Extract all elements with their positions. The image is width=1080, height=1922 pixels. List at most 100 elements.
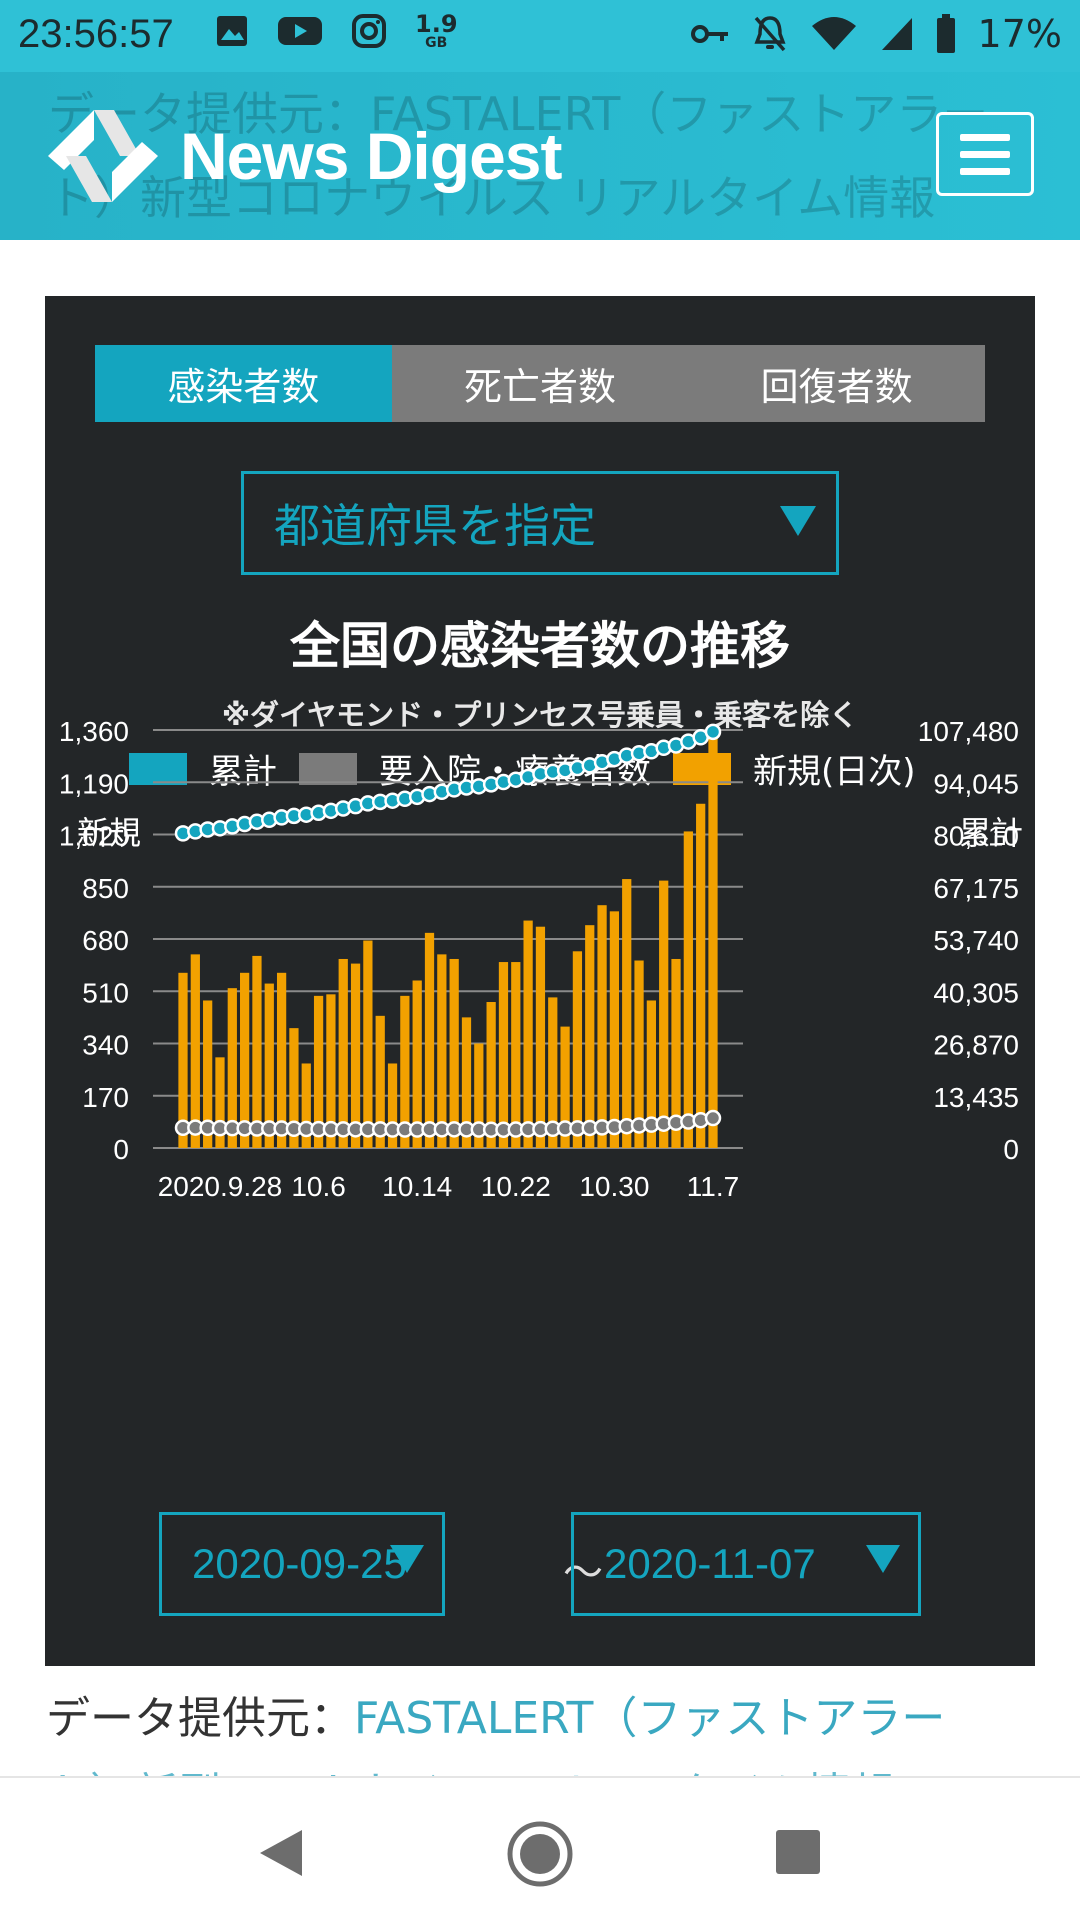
back-icon[interactable] <box>258 1828 304 1878</box>
status-time: 23:56:57 <box>18 12 174 56</box>
x-tick-label: 11.7 <box>687 1171 739 1202</box>
tab-deaths[interactable]: 死亡者数 <box>391 345 689 422</box>
bar-new-daily <box>634 960 644 1148</box>
x-tick-label: 10.30 <box>579 1171 649 1202</box>
bar-new-daily <box>683 831 693 1148</box>
status-notification-icons: 1.9 GB <box>215 12 458 50</box>
hamburger-menu-button[interactable] <box>936 112 1034 196</box>
point-cumulative <box>704 723 722 741</box>
x-tick-label: 2020.9.28 <box>158 1171 283 1202</box>
left-tick-label: 0 <box>113 1134 129 1165</box>
bar-new-daily <box>461 1017 472 1148</box>
bar-new-daily <box>252 955 262 1148</box>
bar-new-daily <box>264 983 274 1148</box>
bar-new-daily <box>387 1063 398 1148</box>
legend-item-cumulative: 累計 <box>129 744 277 793</box>
chart-title: 全国の感染者数の推移 <box>290 617 790 675</box>
bar-new-daily <box>338 958 348 1148</box>
bar-new-daily <box>449 958 459 1148</box>
bar-new-daily <box>178 972 188 1148</box>
battery-percent: 17% <box>977 12 1062 56</box>
bar-new-daily <box>203 1000 213 1148</box>
right-tick-label: 107,480 <box>918 716 1019 747</box>
bar-new-daily <box>350 963 361 1148</box>
wifi-icon <box>811 17 856 50</box>
bar-new-daily <box>412 980 422 1148</box>
bar-new-daily <box>474 1043 484 1148</box>
signal-icon <box>881 18 912 50</box>
bar-new-daily <box>646 1000 656 1148</box>
home-icon[interactable] <box>506 1820 574 1888</box>
brand-name: News Digest <box>180 119 562 193</box>
start-date-select[interactable]: 2020-09-25 <box>159 1512 445 1616</box>
start-date-value: 2020-09-25 <box>192 1540 407 1587</box>
bar-new-daily <box>326 994 336 1148</box>
left-tick-label: 340 <box>82 1030 129 1061</box>
data-source-line: データ提供元：FASTALERT（ファストアラー <box>46 1682 945 1746</box>
end-date-select[interactable]: 2020-11-07 <box>571 1512 921 1616</box>
right-tick-label: 53,740 <box>933 925 1019 956</box>
recent-apps-icon[interactable] <box>776 1830 820 1874</box>
menu-line-icon <box>960 167 1010 175</box>
legend-swatch-hospitalized <box>299 752 357 785</box>
dropdown-arrow-icon <box>866 1545 900 1573</box>
x-tick-label: 10.22 <box>481 1171 551 1202</box>
date-range-separator: ～ <box>563 1550 603 1596</box>
dropdown-arrow-icon <box>780 506 816 536</box>
bar-new-daily <box>240 972 250 1148</box>
bar-new-daily <box>585 925 595 1148</box>
chart-legend: 累計 要入院・療養者数 新規(日次) <box>129 744 938 793</box>
bar-new-daily <box>276 972 287 1148</box>
data-usage-indicator: 1.9 GB <box>415 12 458 50</box>
x-tick-label: 10.14 <box>382 1171 452 1202</box>
bar-new-daily <box>363 940 373 1148</box>
legend-swatch-cumulative <box>129 752 187 785</box>
right-tick-label: 0 <box>1003 1134 1019 1165</box>
bell-off-icon <box>754 16 786 52</box>
covid-chart-panel: 感染者数 死亡者数 回復者数 都道府県を指定 全国の感染者数の推移 ※ダイヤモン… <box>45 296 1035 1666</box>
right-tick-label: 40,305 <box>933 977 1019 1008</box>
data-usage-unit: GB <box>425 35 448 51</box>
prefecture-select-label: 都道府県を指定 <box>274 499 596 553</box>
bar-new-daily <box>289 1028 299 1148</box>
bar-new-daily <box>313 995 324 1148</box>
status-system-icons: 17% <box>690 12 1062 56</box>
left-tick-label: 510 <box>82 977 129 1008</box>
dropdown-arrow-icon <box>390 1545 424 1573</box>
menu-line-icon <box>960 133 1010 141</box>
bar-new-daily <box>535 926 546 1148</box>
bar-new-daily <box>560 1026 570 1148</box>
news-digest-logo-icon <box>48 110 158 202</box>
key-icon <box>690 25 728 43</box>
android-navigation-bar <box>0 1776 1080 1922</box>
youtube-icon <box>278 17 322 45</box>
left-tick-label: 1,020 <box>59 821 129 852</box>
bar-new-daily <box>498 962 509 1148</box>
bar-new-daily <box>511 962 521 1148</box>
left-tick-label: 170 <box>82 1082 129 1113</box>
bar-new-daily <box>572 951 583 1148</box>
bar-new-daily <box>659 880 669 1148</box>
bar-new-daily <box>523 920 533 1148</box>
prefecture-select[interactable]: 都道府県を指定 <box>241 471 839 575</box>
chart-subtitle: ※ダイヤモンド・プリンセス号乗員・乗客を除く <box>221 698 859 732</box>
image-icon <box>217 16 247 46</box>
legend-swatch-new-daily <box>673 752 731 785</box>
bar-new-daily <box>400 995 410 1148</box>
brand-logo-link[interactable]: News Digest <box>48 110 562 202</box>
bar-new-daily <box>597 905 607 1148</box>
bar-new-daily <box>671 958 681 1148</box>
bar-new-daily <box>609 911 620 1148</box>
bar-new-daily <box>548 997 558 1148</box>
bar-new-daily <box>215 1057 225 1148</box>
left-tick-label: 1,360 <box>59 716 129 747</box>
bar-new-daily <box>375 1015 385 1148</box>
data-source-link[interactable]: FASTALERT（ファストアラー <box>354 1693 946 1744</box>
tab-recoveries[interactable]: 回復者数 <box>688 345 986 422</box>
tab-infections[interactable]: 感染者数 <box>95 345 392 422</box>
bar-new-daily <box>622 879 632 1148</box>
instagram-icon <box>352 14 386 48</box>
menu-line-icon <box>960 150 1010 158</box>
legend-item-new-daily: 新規(日次) <box>673 744 916 793</box>
point-hospitalized <box>704 1109 722 1127</box>
